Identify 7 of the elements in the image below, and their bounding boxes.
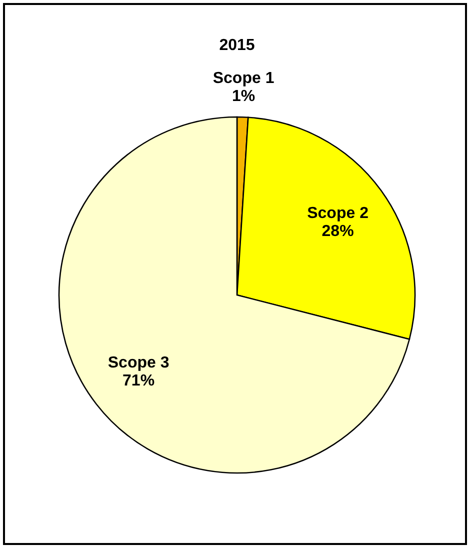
slice-label: Scope 1 (212, 70, 274, 88)
slice-label: Scope 2 (307, 204, 369, 222)
data-label: 28% (322, 222, 354, 240)
slice-label: Scope 3 (108, 354, 170, 372)
data-label: 1% (232, 88, 256, 106)
chart-title: 2015 (219, 37, 255, 54)
data-label: 71% (122, 372, 155, 390)
